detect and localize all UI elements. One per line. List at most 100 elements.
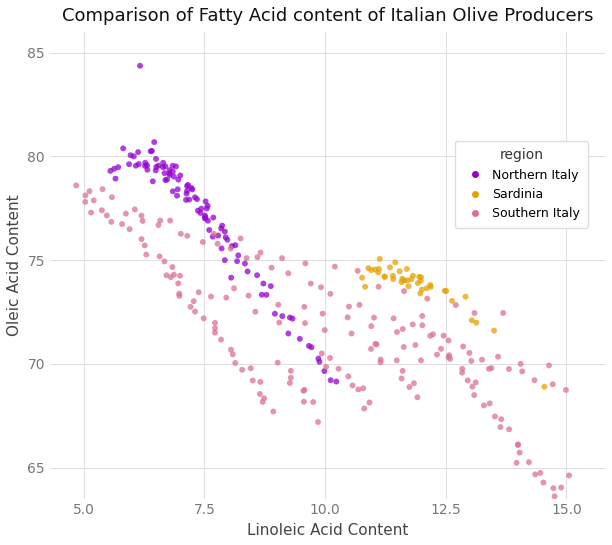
Sardinia [417, 285, 427, 294]
Northern Italy [270, 310, 280, 318]
Southern Italy [493, 353, 503, 361]
Northern Italy [220, 227, 230, 236]
Northern Italy [105, 167, 115, 175]
Southern Italy [313, 417, 323, 426]
Southern Italy [432, 350, 442, 359]
Northern Italy [319, 367, 329, 376]
Southern Italy [516, 360, 526, 368]
Southern Italy [136, 235, 146, 244]
Northern Italy [231, 241, 241, 250]
Southern Italy [165, 216, 175, 225]
Southern Italy [376, 355, 386, 364]
Southern Italy [512, 458, 521, 467]
Southern Italy [346, 329, 356, 338]
Southern Italy [458, 342, 468, 351]
Sardinia [467, 316, 477, 325]
Northern Italy [187, 184, 196, 192]
Northern Italy [129, 152, 139, 161]
Title: Comparison of Fatty Acid content of Italian Olive Producers: Comparison of Fatty Acid content of Ital… [62, 7, 593, 25]
Southern Italy [274, 300, 283, 309]
Northern Italy [258, 279, 268, 288]
Southern Italy [412, 393, 422, 402]
Southern Italy [367, 322, 376, 330]
Southern Italy [216, 335, 226, 344]
Northern Italy [133, 148, 143, 156]
Northern Italy [304, 342, 314, 350]
Northern Italy [203, 216, 213, 225]
Southern Italy [397, 374, 406, 383]
Southern Italy [228, 350, 237, 359]
Southern Italy [255, 378, 265, 386]
Southern Italy [255, 390, 265, 398]
Sardinia [416, 273, 426, 282]
Northern Italy [277, 312, 287, 320]
Southern Italy [267, 263, 277, 272]
Southern Italy [253, 253, 263, 262]
Southern Italy [138, 216, 147, 225]
Northern Italy [169, 172, 179, 181]
Southern Italy [343, 372, 353, 381]
Northern Italy [172, 191, 182, 200]
Northern Italy [142, 161, 152, 169]
Southern Italy [343, 313, 353, 322]
Northern Italy [240, 259, 250, 268]
Southern Italy [366, 344, 376, 353]
Southern Italy [300, 319, 310, 328]
Southern Italy [222, 293, 231, 302]
Southern Italy [444, 351, 454, 360]
Northern Italy [158, 163, 168, 172]
Northern Italy [217, 221, 227, 230]
Southern Italy [544, 361, 554, 370]
Southern Italy [285, 379, 295, 387]
Southern Italy [392, 356, 401, 365]
Sardinia [404, 282, 414, 290]
Southern Italy [425, 331, 435, 340]
Southern Italy [539, 478, 548, 487]
Southern Italy [317, 349, 327, 358]
Legend: Northern Italy, Sardinia, Southern Italy: Northern Italy, Sardinia, Southern Italy [455, 141, 588, 228]
Northern Italy [134, 160, 144, 168]
Southern Italy [354, 300, 364, 309]
Southern Italy [80, 197, 90, 206]
Northern Italy [162, 175, 172, 184]
Northern Italy [168, 161, 177, 170]
Southern Italy [72, 181, 81, 190]
Southern Italy [463, 376, 472, 385]
Sardinia [390, 258, 400, 267]
Sardinia [540, 383, 550, 391]
Southern Italy [422, 294, 432, 303]
Northern Italy [226, 273, 236, 282]
Northern Italy [252, 271, 262, 280]
Northern Italy [193, 206, 203, 215]
Northern Italy [151, 162, 161, 171]
Northern Italy [220, 256, 230, 264]
Southern Italy [457, 368, 467, 377]
Northern Italy [201, 197, 211, 205]
Northern Italy [135, 62, 145, 70]
Southern Italy [469, 391, 479, 399]
Sardinia [364, 264, 373, 272]
Southern Italy [185, 302, 195, 311]
Northern Italy [257, 290, 267, 299]
Southern Italy [250, 307, 260, 316]
Sardinia [426, 282, 436, 291]
Northern Italy [154, 161, 163, 170]
Northern Italy [266, 282, 275, 290]
Southern Italy [259, 394, 269, 403]
Northern Italy [151, 166, 160, 175]
Northern Italy [195, 209, 205, 217]
Sardinia [370, 265, 380, 274]
Southern Italy [371, 340, 381, 349]
Southern Italy [155, 252, 165, 261]
Southern Italy [490, 412, 500, 421]
Northern Italy [159, 159, 168, 167]
Southern Italy [162, 271, 171, 280]
Southern Italy [166, 272, 176, 281]
Northern Italy [146, 147, 155, 156]
Southern Italy [496, 423, 506, 432]
Sardinia [402, 276, 412, 285]
Southern Italy [561, 386, 571, 395]
Northern Italy [160, 162, 170, 171]
Northern Italy [209, 213, 218, 222]
Northern Italy [283, 329, 293, 338]
